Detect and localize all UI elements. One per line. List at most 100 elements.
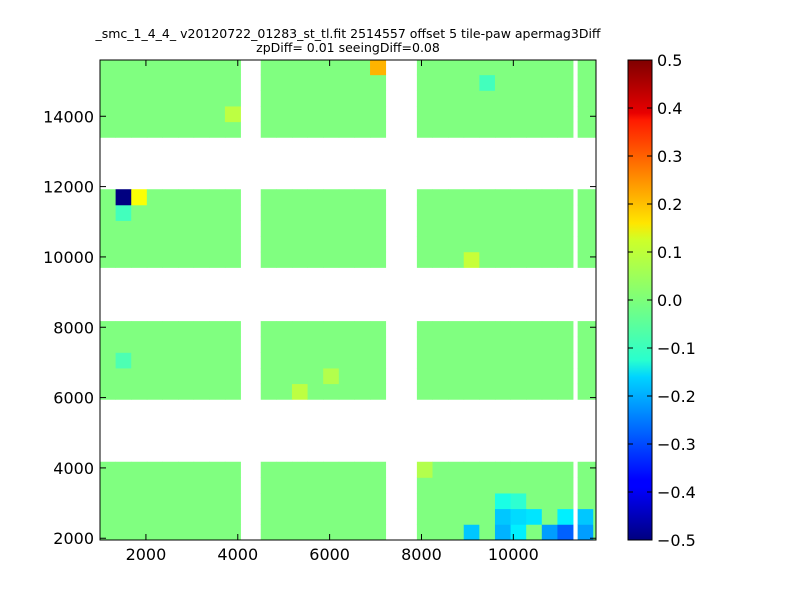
- heatmap-cell: [448, 383, 465, 400]
- heatmap-cell: [193, 74, 210, 91]
- heatmap-cell: [463, 493, 480, 510]
- heatmap-cell: [146, 524, 163, 541]
- heatmap-cell: [416, 121, 433, 138]
- heatmap-cell: [115, 368, 132, 385]
- heatmap-cell: [178, 321, 195, 338]
- heatmap-cell: [416, 508, 433, 525]
- heatmap-cell: [323, 508, 340, 525]
- heatmap-cell: [370, 74, 387, 91]
- heatmap-cell: [593, 121, 597, 138]
- heatmap-cell: [209, 461, 226, 478]
- heatmap-cell: [307, 352, 324, 369]
- heatmap-cell: [276, 204, 293, 221]
- heatmap-cell: [291, 368, 308, 385]
- heatmap-cell: [209, 493, 226, 510]
- heatmap-cell: [100, 493, 117, 510]
- heatmap-cell: [193, 524, 210, 541]
- heatmap-cell: [276, 90, 293, 107]
- y-tick-label: 2000: [53, 529, 94, 548]
- heatmap-cell: [510, 336, 527, 353]
- heatmap-cell: [463, 60, 480, 76]
- heatmap-cell: [463, 336, 480, 353]
- heatmap-cell: [432, 60, 449, 76]
- heatmap-cell: [100, 106, 117, 123]
- heatmap-cell: [494, 508, 511, 525]
- x-tick-label: 8000: [401, 545, 442, 564]
- heatmap-cell: [146, 383, 163, 400]
- heatmap-cell: [593, 352, 597, 369]
- heatmap-cell: [593, 189, 597, 206]
- heatmap-cell: [494, 524, 511, 541]
- heatmap-cell: [479, 477, 496, 494]
- heatmap-cell: [526, 90, 543, 107]
- heatmap-cell: [115, 477, 132, 494]
- heatmap-cell: [323, 106, 340, 123]
- heatmap-cell: [577, 368, 594, 385]
- heatmap-cell: [416, 368, 433, 385]
- heatmap-cell: [178, 368, 195, 385]
- heatmap-cell: [354, 383, 371, 400]
- heatmap-cell: [416, 336, 433, 353]
- heatmap-cell: [541, 321, 558, 338]
- heatmap-cell: [479, 251, 496, 268]
- heatmap-cell: [510, 236, 527, 253]
- heatmap-cell: [100, 121, 117, 138]
- heatmap-cell: [416, 493, 433, 510]
- heatmap-cell: [479, 321, 496, 338]
- heatmap-cell: [526, 368, 543, 385]
- colorbar-tick-label: −0.3: [657, 435, 696, 454]
- heatmap-cell: [260, 524, 277, 541]
- heatmap-cell: [463, 74, 480, 91]
- heatmap-cell: [526, 524, 543, 541]
- chart-title-line2: zpDiff= 0.01 seeingDiff=0.08: [256, 40, 440, 55]
- heatmap-cell: [479, 524, 496, 541]
- heatmap-cell: [494, 106, 511, 123]
- heatmap-cell: [224, 220, 241, 237]
- heatmap-cell: [276, 368, 293, 385]
- heatmap-cell: [193, 251, 210, 268]
- heatmap-cell: [354, 336, 371, 353]
- heatmap-cell: [291, 60, 308, 76]
- colorbar-tick-label: 0.3: [657, 147, 682, 166]
- heatmap-cell: [209, 189, 226, 206]
- heatmap-cell: [146, 121, 163, 138]
- heatmap-cell: [307, 368, 324, 385]
- y-axis: 2000 4000 6000 8000 10000 12000 14000: [43, 107, 596, 548]
- heatmap-cell: [593, 106, 597, 123]
- heatmap-cell: [593, 236, 597, 253]
- heatmap-cell: [178, 106, 195, 123]
- heatmap-cell: [323, 204, 340, 221]
- heatmap-cell: [276, 352, 293, 369]
- heatmap-cell: [448, 524, 465, 541]
- heatmap-cell: [291, 321, 308, 338]
- heatmap-cell: [463, 106, 480, 123]
- heatmap-cell: [100, 336, 117, 353]
- heatmap-cell: [307, 493, 324, 510]
- heatmap-cell: [557, 383, 574, 400]
- heatmap-cell: [224, 477, 241, 494]
- heatmap-cell: [193, 321, 210, 338]
- heatmap-cell: [479, 220, 496, 237]
- heatmap-cell: [146, 106, 163, 123]
- heatmap-cell: [526, 236, 543, 253]
- heatmap-cell: [494, 336, 511, 353]
- heatmap-cell: [557, 508, 574, 525]
- heatmap-cell: [131, 90, 148, 107]
- heatmap-cell: [178, 383, 195, 400]
- heatmap-cell: [354, 90, 371, 107]
- chart-title-line1: _smc_1_4_4_ v20120722_01283_st_tl.fit 25…: [94, 26, 600, 41]
- heatmap-cell: [510, 321, 527, 338]
- heatmap-cell: [224, 60, 241, 76]
- heatmap-cell: [100, 204, 117, 221]
- heatmap-cell: [338, 524, 355, 541]
- y-tick-label: 6000: [53, 389, 94, 408]
- heatmap-cell: [323, 74, 340, 91]
- heatmap-cell: [416, 251, 433, 268]
- heatmap-cell: [510, 220, 527, 237]
- heatmap-cell: [557, 106, 574, 123]
- heatmap-cell: [354, 352, 371, 369]
- heatmap-cell: [557, 236, 574, 253]
- heatmap-cell: [541, 368, 558, 385]
- heatmap-cell: [557, 251, 574, 268]
- heatmap-cell: [307, 524, 324, 541]
